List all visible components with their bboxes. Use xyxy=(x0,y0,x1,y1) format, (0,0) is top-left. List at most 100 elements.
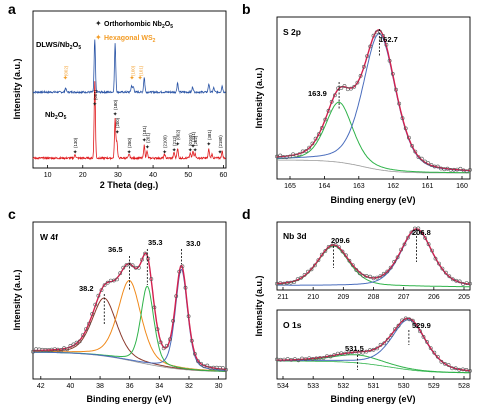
panel-b-data-point xyxy=(297,152,302,157)
peak-label-531-5: 531.5 xyxy=(345,344,364,353)
ws2-star: ✦ xyxy=(137,74,143,82)
panel-d-top-x-tick-label: 206 xyxy=(428,294,440,301)
nb2o5-star: ✦ xyxy=(206,141,211,148)
panel-d-top-data-point xyxy=(381,271,386,276)
panel-d-bottom-data-point xyxy=(378,342,383,347)
panel-d-bottom-data-point xyxy=(325,354,329,359)
panel-d-top-plot xyxy=(275,226,472,288)
nb2o5-hkl-label: (2100) xyxy=(163,135,168,148)
panel-a-x-tick-label: 10 xyxy=(44,172,52,179)
panel-d-bottom-data-point xyxy=(367,348,372,353)
panel-d-top-x-tick-label: 207 xyxy=(398,294,410,301)
panel-b-data-point xyxy=(313,136,318,141)
panel-c-data-point xyxy=(118,271,123,276)
panel-b-data-point xyxy=(377,29,382,34)
peak-label-33-0: 33.0 xyxy=(186,239,201,248)
nb2o5-star: ✦ xyxy=(188,147,193,154)
peak-label-38-2: 38.2 xyxy=(79,284,94,293)
panel-d-bottom-data-point xyxy=(400,318,405,323)
panel-b-data-point xyxy=(320,126,324,130)
panel-c-x-tick-label: 30 xyxy=(215,383,223,390)
panel-a-xlabel: 2 Theta (deg.) xyxy=(100,180,159,190)
panel-c: c W 4f 42 40 38 36 34 32 30 Binding energy (eV… xyxy=(8,206,228,404)
panel-b-fit-envelope xyxy=(276,29,471,172)
nb2o5-hkl-label: (331) xyxy=(191,131,196,142)
panel-b-x-tick-label: 162 xyxy=(387,183,399,190)
legend-star-orthorhombic: ✦ xyxy=(95,19,102,28)
panel-d-bottom-data-point xyxy=(303,357,308,362)
panel-b: b S 2p 165 164 163 162 161 160 Binding energy… xyxy=(242,1,472,205)
panel-c-data-point xyxy=(196,359,200,364)
panel-c-data-point xyxy=(105,280,110,285)
panel-d-bottom-data-point xyxy=(296,358,301,363)
nb2o5-hkl-label: (381) xyxy=(207,129,212,140)
panel-c-data-point xyxy=(77,339,82,344)
panel-d-bottom-data-point xyxy=(403,316,408,321)
panel-d-top-data-point xyxy=(347,258,352,263)
panel-b-data-point xyxy=(349,86,353,91)
panel-c-data-point xyxy=(71,342,76,347)
panel-d-bottom-data-point xyxy=(364,349,369,354)
nb2o5-hkl-label: (202) xyxy=(193,135,198,146)
panel-d-bottom-data-point xyxy=(350,350,355,355)
panel-a-frame xyxy=(32,10,227,169)
panel-d-top-data-point xyxy=(368,274,373,279)
panel-d-top-data-point xyxy=(312,263,317,268)
panel-d-top-data-point xyxy=(350,263,355,268)
panel-d-xlabel: Binding energy (eV) xyxy=(330,394,415,404)
panel-d-top-data-point xyxy=(357,271,362,276)
nb2o5-hkl-label: (002) xyxy=(176,129,181,140)
panel-d-bottom-frame xyxy=(276,309,471,380)
panel-a-letter: a xyxy=(8,1,16,17)
panel-d-bottom-data-point xyxy=(414,323,419,328)
panel-c-data-point xyxy=(164,343,169,348)
nb2o5-hkl-label: (250) xyxy=(127,137,132,148)
nb2o5-hkl-label: (2180) xyxy=(218,135,223,148)
panel-a-xticks: 10 20 30 40 50 60 xyxy=(44,165,227,179)
panel-b-data-point xyxy=(426,161,431,166)
panel-c-x-tick-label: 32 xyxy=(185,383,193,390)
panel-c-data-point xyxy=(180,264,185,269)
panel-b-x-tick-label: 164 xyxy=(319,183,331,190)
ws2-star: ✦ xyxy=(129,74,135,82)
panel-d-top-data-point xyxy=(461,282,466,286)
legend-orthorhombic-label: Orthorhombic Nb2O5 xyxy=(104,21,173,30)
panel-d-bottom-data-point xyxy=(392,327,397,332)
panel-b-data-point xyxy=(332,93,337,98)
panel-b-data-point xyxy=(358,74,363,78)
panel-c-data-point xyxy=(74,340,79,345)
panel-d-top-data-point xyxy=(292,280,297,284)
oxide-pattern-line xyxy=(32,81,226,161)
panel-c-data-point xyxy=(183,285,188,290)
panel-b-data-point xyxy=(390,72,395,76)
panel-d-bottom-data-point xyxy=(396,323,401,328)
panel-d: d Intensity (a.u.) Nb 3d 211 210 209 208 207… xyxy=(242,206,472,404)
panel-d-top-data-point xyxy=(419,231,424,235)
nb2o5-star: ✦ xyxy=(142,137,147,144)
panel-b-xlabel: Binding energy (eV) xyxy=(330,195,415,205)
panel-c-data-point xyxy=(102,283,107,288)
panel-c-data-point xyxy=(168,337,172,342)
panel-d-top-x-tick-label: 211 xyxy=(277,294,288,301)
panel-d-top-data-point xyxy=(388,265,393,270)
panel-b-ylabel: Intensity (a.u.) xyxy=(254,67,264,128)
nb2o5-star: ✦ xyxy=(92,101,97,108)
panel-d-top-data-point xyxy=(278,281,283,286)
panel-d-top-data-point xyxy=(295,277,300,282)
peak-label-162-7: 162.7 xyxy=(379,35,398,44)
panel-c-data-point xyxy=(177,269,182,274)
panel-b-data-point xyxy=(365,54,370,59)
panel-d-bottom-data-point xyxy=(375,346,380,351)
panel-d-bottom-x-tick-label: 533 xyxy=(307,383,319,390)
panel-d-bottom-component xyxy=(277,354,470,374)
panel-d-bottom-data-point xyxy=(468,368,472,373)
panel-b-data-point xyxy=(339,86,344,90)
panel-b-data-point xyxy=(278,153,283,158)
ws2-star: ✦ xyxy=(63,74,69,82)
panel-d-top-data-point xyxy=(364,274,369,278)
panel-d-bottom-data-point xyxy=(360,350,365,355)
panel-d-bottom-data-point xyxy=(335,351,340,356)
nb2o5-star: ✦ xyxy=(162,149,167,156)
nb2o5-hkl-label: (212) xyxy=(172,135,177,146)
panel-d-top-data-point xyxy=(454,278,459,283)
